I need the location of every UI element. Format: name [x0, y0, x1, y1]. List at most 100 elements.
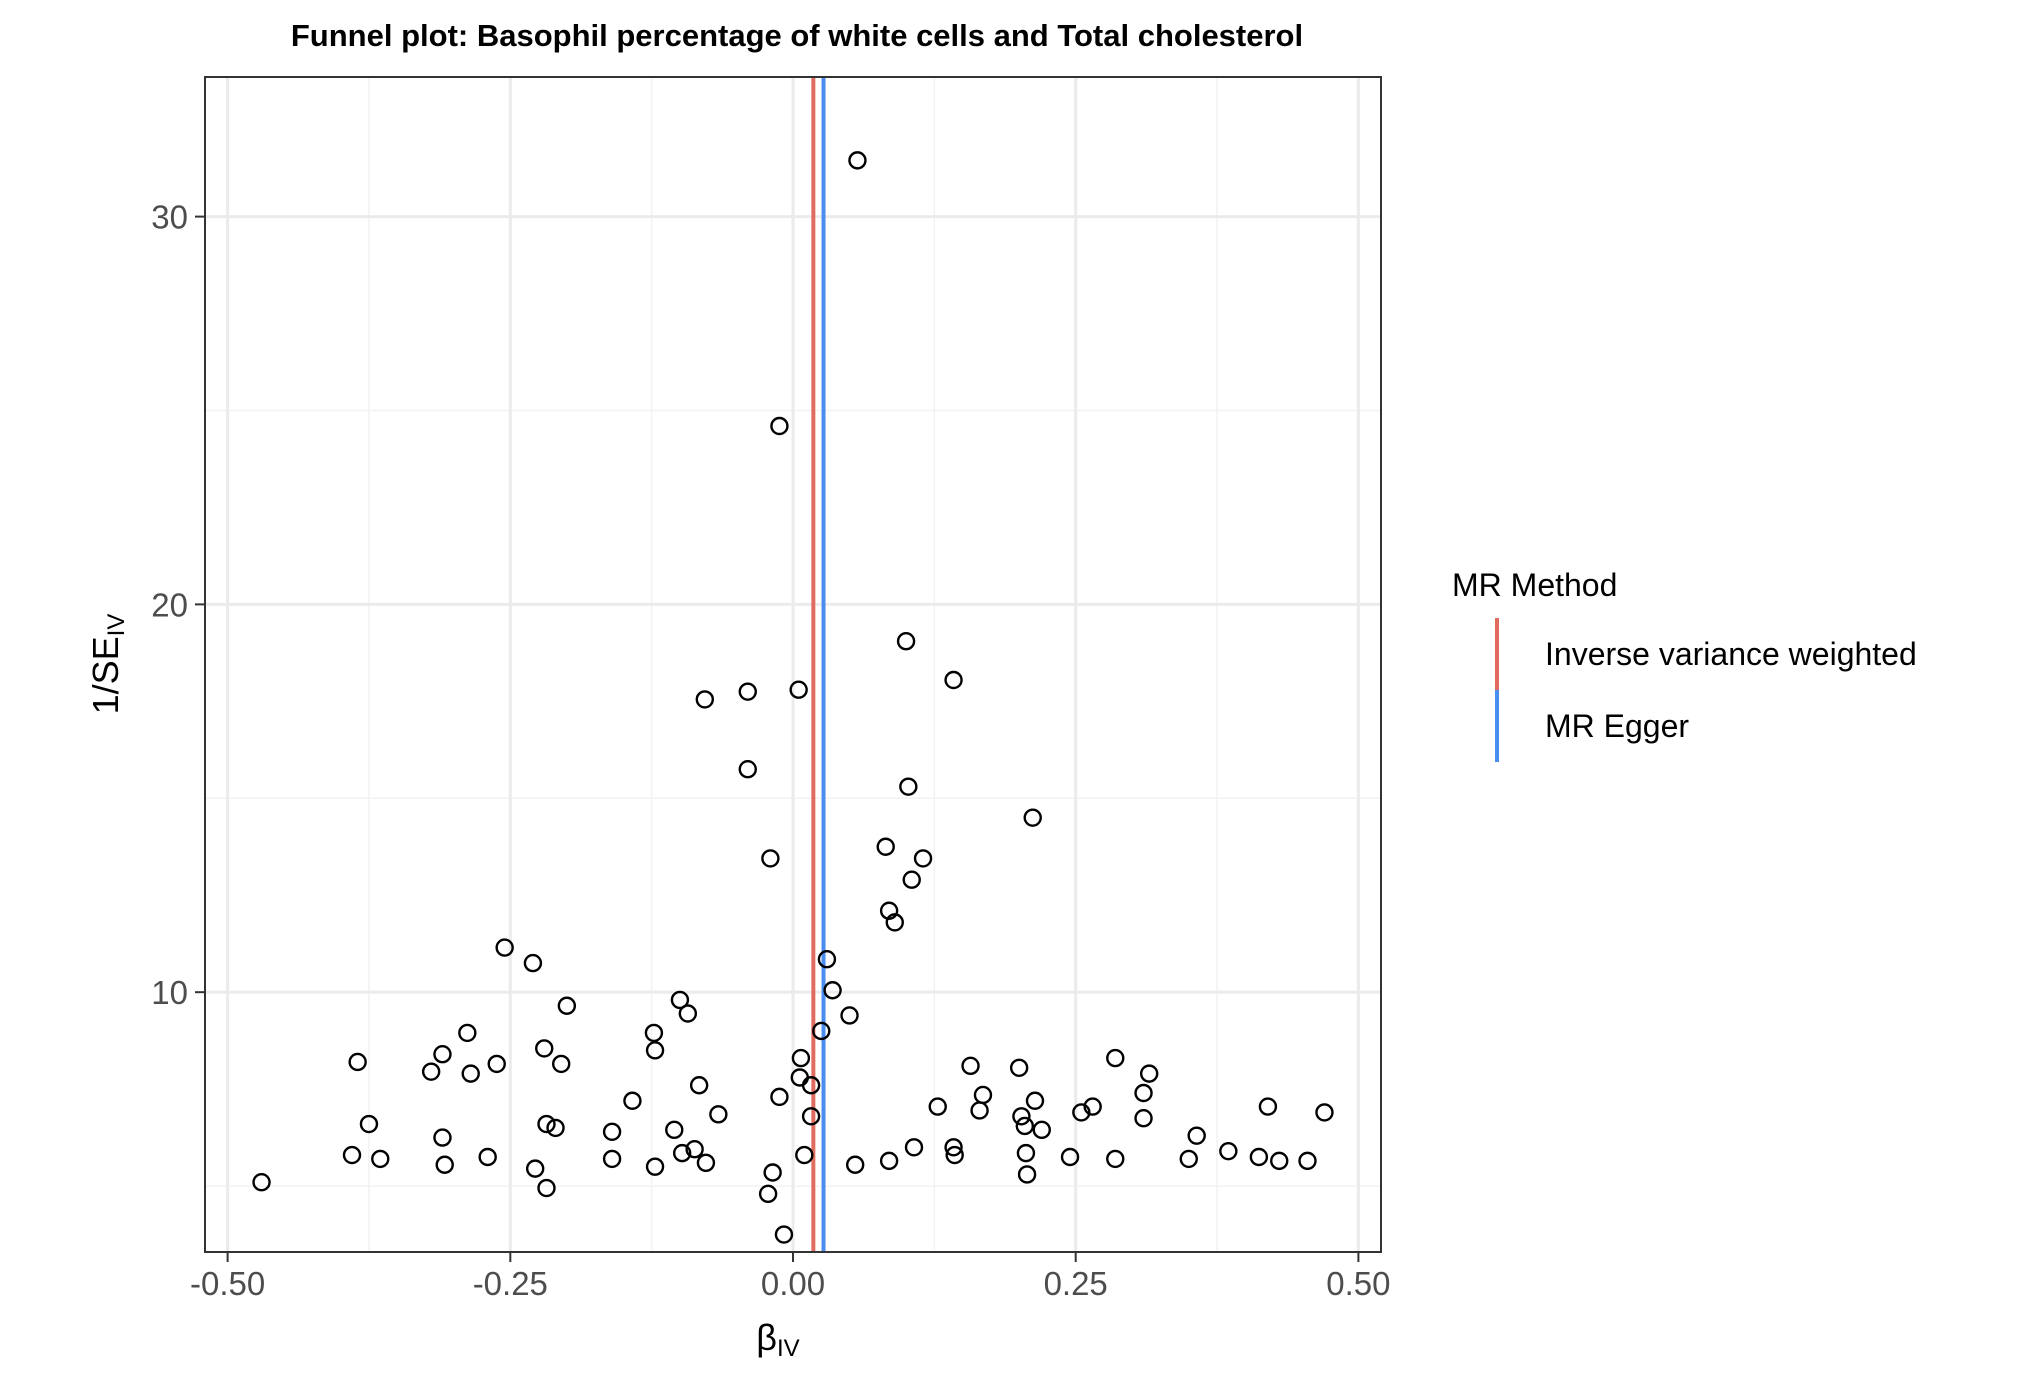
y-axis: 10 20 30	[151, 199, 205, 1011]
data-point	[1023, 808, 1042, 827]
method-lines	[811, 77, 826, 1252]
data-point	[1012, 1107, 1031, 1126]
data-point	[557, 996, 577, 1015]
data-point	[709, 1105, 728, 1124]
data-point	[1060, 1147, 1080, 1167]
legend-entries: Inverse variance weighted MR Egger	[1495, 618, 1917, 762]
data-point	[876, 837, 895, 856]
data-point	[602, 1122, 622, 1141]
data-point	[973, 1085, 993, 1105]
data-point	[359, 1114, 379, 1134]
data-points	[252, 151, 1334, 1244]
data-point	[1219, 1141, 1238, 1161]
x-tick-label: 0.50	[1326, 1265, 1390, 1302]
data-point	[342, 1145, 362, 1165]
data-point	[435, 1155, 454, 1174]
data-point	[1139, 1064, 1159, 1083]
data-point	[689, 1076, 709, 1095]
data-point	[879, 901, 899, 920]
y-axis-title-main: 1/SE	[85, 636, 126, 714]
data-point	[795, 1145, 814, 1165]
data-point	[1106, 1149, 1125, 1169]
data-point	[885, 913, 904, 932]
chart-title: Funnel plot: Basophil percentage of whit…	[291, 18, 1303, 53]
data-point	[879, 1151, 899, 1171]
data-point	[761, 849, 780, 868]
data-point	[1249, 1147, 1269, 1167]
data-point	[1134, 1083, 1153, 1103]
data-point	[645, 1041, 665, 1060]
y-axis-title-sub: IV	[103, 614, 130, 637]
data-point	[902, 870, 921, 889]
data-point	[896, 632, 916, 651]
data-point	[1072, 1103, 1091, 1122]
data-point	[848, 151, 867, 170]
data-point	[478, 1147, 497, 1167]
data-point	[371, 1149, 390, 1169]
data-point	[535, 1039, 554, 1058]
data-point	[944, 670, 963, 690]
data-point	[1016, 1143, 1036, 1163]
data-point	[672, 1143, 692, 1163]
x-tick-label: -0.50	[190, 1265, 265, 1302]
data-point	[623, 1091, 642, 1110]
data-point	[525, 1159, 545, 1178]
data-point	[899, 777, 918, 796]
data-point	[774, 1225, 794, 1244]
data-point	[791, 1048, 811, 1068]
data-point	[1298, 1151, 1317, 1171]
data-point	[1187, 1126, 1206, 1145]
data-point	[523, 953, 543, 973]
data-point	[961, 1056, 980, 1076]
data-point	[944, 1138, 963, 1157]
data-point	[696, 1153, 716, 1173]
data-point	[763, 1163, 782, 1182]
data-point	[546, 1118, 565, 1138]
data-point	[678, 1004, 698, 1023]
x-axis-title-main: β	[756, 1317, 777, 1358]
data-point	[817, 950, 837, 969]
data-point	[801, 1107, 821, 1126]
data-point	[537, 1178, 556, 1198]
data-point	[758, 1184, 778, 1204]
legend-title: MR Method	[1452, 567, 1617, 603]
data-point	[928, 1097, 947, 1116]
data-point	[945, 1145, 964, 1165]
x-tick-label: -0.25	[473, 1265, 548, 1302]
data-point	[252, 1172, 271, 1192]
data-point	[1315, 1103, 1334, 1122]
x-axis: -0.50 -0.25 0.00 0.25 0.50	[190, 1252, 1391, 1302]
data-point	[551, 1054, 571, 1074]
data-point	[904, 1138, 924, 1157]
data-point	[602, 1149, 622, 1169]
data-point	[1009, 1058, 1029, 1078]
data-point	[770, 1087, 789, 1107]
data-point	[644, 1023, 664, 1043]
data-point	[433, 1045, 452, 1064]
data-point	[537, 1114, 556, 1134]
data-point	[738, 760, 757, 779]
data-point	[801, 1076, 821, 1095]
data-point	[1179, 1149, 1198, 1169]
legend-label: MR Egger	[1545, 708, 1689, 744]
data-point	[1017, 1165, 1037, 1184]
data-point	[770, 416, 789, 436]
data-point	[1032, 1120, 1051, 1140]
y-tick-label: 30	[151, 199, 188, 236]
y-axis-title: 1/SEIV	[85, 614, 130, 715]
data-point	[665, 1120, 684, 1140]
x-tick-label: 0.25	[1044, 1265, 1108, 1302]
data-point	[421, 1062, 441, 1081]
legend-label: Inverse variance weighted	[1545, 636, 1917, 672]
data-point	[487, 1054, 506, 1074]
data-point	[840, 1006, 859, 1025]
data-point	[845, 1155, 865, 1174]
data-point	[1134, 1109, 1153, 1128]
data-point	[1258, 1097, 1278, 1116]
data-point	[433, 1128, 452, 1147]
data-point	[458, 1023, 477, 1043]
data-point	[1015, 1116, 1035, 1136]
data-point	[645, 1157, 665, 1176]
data-point	[1025, 1091, 1045, 1110]
